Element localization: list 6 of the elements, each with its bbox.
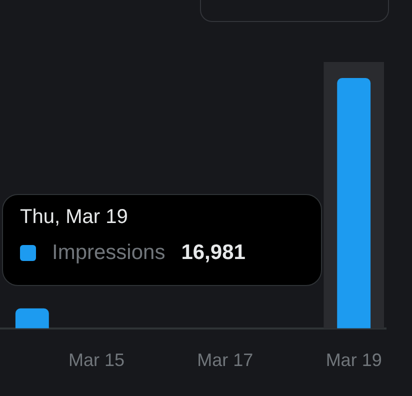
annotation: Thu, Mar 19 — [20, 206, 129, 229]
x-tick-label: Mar 15 — [68, 350, 125, 370]
x-tick-label: Mar 19 — [326, 350, 382, 370]
legend-label: Impressions — [52, 241, 166, 265]
x-tick-label: Mar 17 — [197, 350, 254, 370]
annotation: 16,981 — [181, 241, 246, 265]
